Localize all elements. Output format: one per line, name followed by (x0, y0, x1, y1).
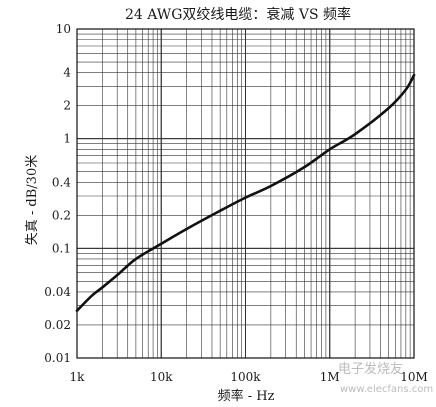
y-tick-labels: 10 4 2 1 0.4 0.2 0.1 0.04 0.02 0.01 (44, 22, 71, 365)
x-tick-label: 100k (230, 370, 261, 384)
y-tick-label: 4 (63, 66, 71, 80)
series-layer (75, 73, 416, 312)
x-tick-label: 10M (400, 370, 428, 384)
watermark-line2: www.elecfans.com (340, 384, 433, 395)
grid (76, 28, 415, 359)
y-tick-label: 0.01 (44, 351, 71, 365)
y-tick-label: 2 (63, 99, 71, 113)
x-tick-labels: 1k 10k 100k 1M 10M (70, 370, 428, 384)
y-tick-label: 0.2 (52, 208, 71, 222)
y-tick-label: 0.4 (52, 175, 71, 189)
y-axis-label: 失真 - dB/30米 (25, 155, 40, 245)
y-tick-label: 1 (63, 132, 71, 146)
plot-frame (76, 28, 415, 359)
y-tick-label: 0.02 (44, 318, 71, 332)
x-axis-label: 频率 - Hz (218, 388, 275, 404)
x-tick-label: 10k (150, 370, 173, 384)
series-line (75, 73, 416, 312)
watermark-line1: 电子发烧友 (338, 361, 403, 377)
y-tick-label: 0.1 (52, 241, 71, 255)
watermark: 电子发烧友 www.elecfans.com (338, 361, 433, 395)
y-tick-label: 0.04 (44, 285, 71, 299)
y-tick-label: 10 (56, 22, 71, 36)
chart-title: 24 AWG双绞线电缆：衰减 VS 频率 (125, 6, 351, 23)
x-tick-label: 1M (320, 370, 340, 384)
x-tick-label: 1k (70, 370, 86, 384)
